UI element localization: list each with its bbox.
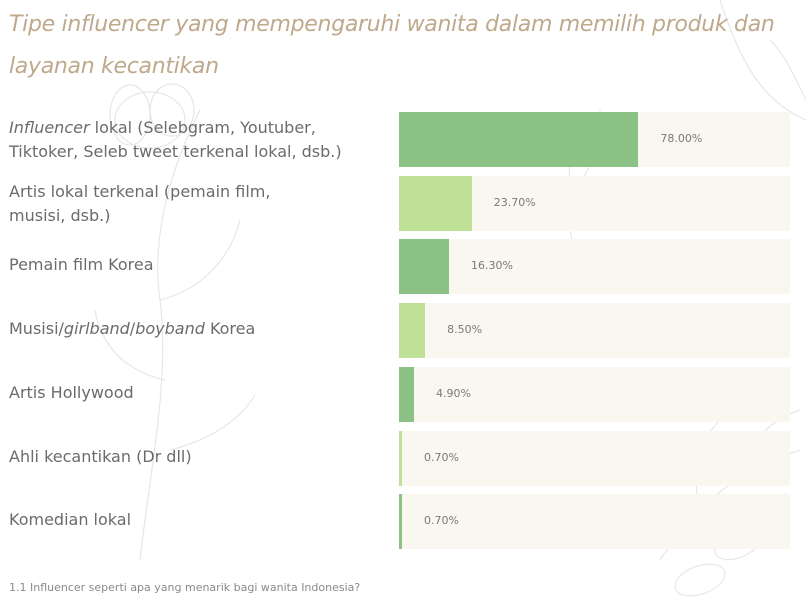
chart-title: Tipe influencer yang mempengaruhi wanita… [9, 12, 775, 79]
category-label: Artis Hollywood [9, 383, 134, 402]
bar-track [399, 303, 790, 358]
category-label: Influencer lokal (Selebgram, Youtuber, Ti… [9, 118, 342, 161]
value-label: 23.70% [493, 196, 536, 209]
value-label: 78.00% [660, 132, 703, 145]
category-label: Pemain film Korea [9, 255, 154, 274]
category-label: Komedian lokal [9, 510, 132, 529]
bar [399, 431, 402, 486]
category-label: Ahli kecantikan (Dr dll) [9, 447, 192, 466]
value-label: 0.70% [424, 451, 459, 464]
bar-track [399, 494, 790, 549]
bar [399, 494, 402, 549]
value-label: 4.90% [436, 387, 471, 400]
bar [399, 239, 450, 294]
category-label: Musisi/girlband/boyband Korea [9, 319, 256, 338]
bar-track [399, 431, 790, 486]
value-label: 16.30% [471, 259, 513, 272]
category-label: Artis lokal terkenal (pemain film, musisi… [9, 182, 271, 225]
value-label: 8.50% [447, 323, 483, 336]
value-label: 0.70% [424, 514, 459, 527]
bar [399, 176, 472, 231]
bar [399, 112, 639, 167]
bar [399, 367, 415, 422]
bar-track [399, 239, 790, 294]
bar [399, 303, 426, 358]
footnote: 1.1 Influencer seperti apa yang menarik … [9, 581, 361, 594]
bar-track [399, 367, 790, 422]
